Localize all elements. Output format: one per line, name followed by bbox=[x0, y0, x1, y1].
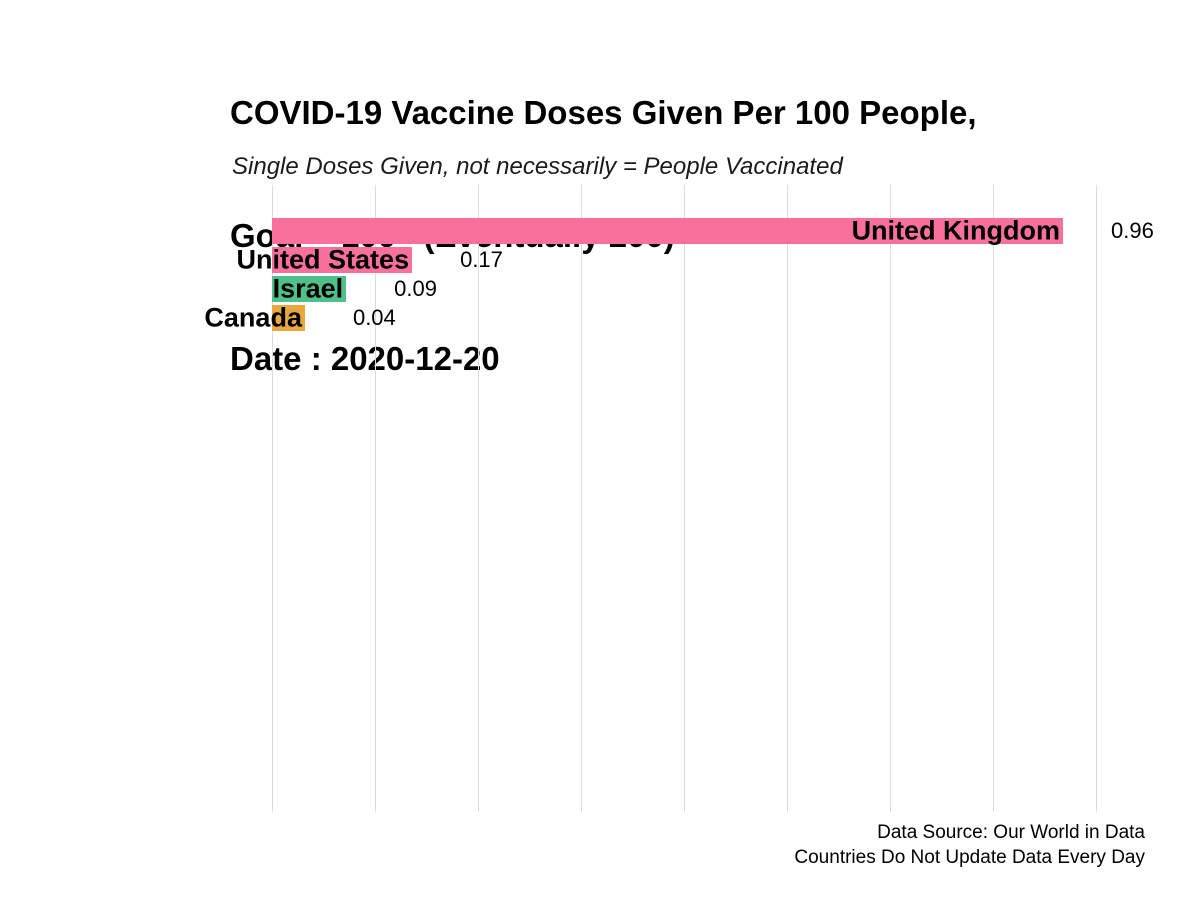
bar bbox=[272, 276, 347, 302]
footer-line-1: Data Source: Our World in Data bbox=[877, 822, 1145, 843]
bar-label: Israel bbox=[272, 273, 344, 304]
gridline bbox=[478, 185, 479, 812]
footer-line-2: Countries Do Not Update Data Every Day bbox=[794, 847, 1145, 868]
bar-value: 0.09 bbox=[394, 276, 437, 301]
gridline bbox=[272, 185, 273, 812]
gridline bbox=[684, 185, 685, 812]
bar bbox=[272, 305, 305, 331]
gridline bbox=[375, 185, 376, 812]
bar-row: United Kingdom 0.96 bbox=[272, 215, 1154, 246]
bar-label: United States bbox=[236, 244, 410, 275]
gridline bbox=[1096, 185, 1097, 812]
bar-row: Israel 0.09 bbox=[272, 273, 1096, 304]
gridline bbox=[581, 185, 582, 812]
bar bbox=[272, 218, 1064, 244]
bar-label: United Kingdom bbox=[851, 215, 1061, 246]
title-line-1: COVID-19 Vaccine Doses Given Per 100 Peo… bbox=[230, 94, 977, 131]
bar-value: 0.96 bbox=[1111, 218, 1154, 243]
bar-value: 0.17 bbox=[460, 247, 503, 272]
bar-row: Canada 0.04 bbox=[204, 303, 1096, 333]
bar-label: Canada bbox=[204, 302, 302, 333]
data-source-note: Data Source: Our World in Data Countries… bbox=[794, 820, 1145, 870]
title-line-3: Date : 2020-12-20 bbox=[230, 340, 500, 377]
gridline bbox=[890, 185, 891, 812]
bar-row: United States 0.17 bbox=[237, 245, 1096, 275]
gridline bbox=[993, 185, 994, 812]
chart-subtitle: Single Doses Given, not necessarily = Pe… bbox=[232, 153, 843, 180]
bar bbox=[272, 247, 413, 273]
gridline bbox=[787, 185, 788, 812]
bar-value: 0.04 bbox=[352, 305, 396, 330]
plot-area: United Kingdom 0.96 United States 0.17 Israe… bbox=[204, 185, 1154, 812]
